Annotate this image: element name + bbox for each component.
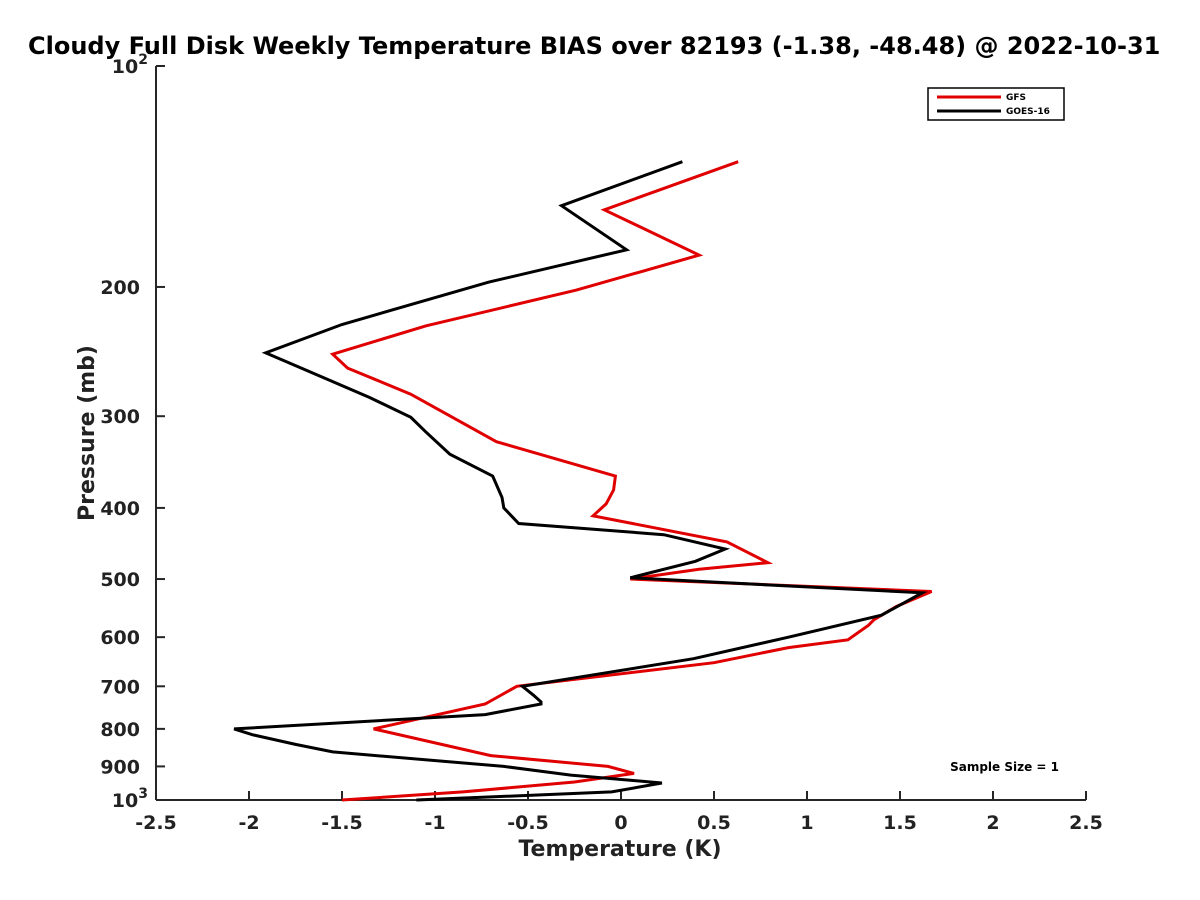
x-tick-label: 1.5 — [883, 812, 917, 834]
x-tick-label: -0.5 — [507, 812, 549, 834]
series-line-gfs — [329, 160, 933, 802]
y-tick-label: 103 — [112, 786, 148, 812]
y-tick-label: 200 — [100, 277, 140, 299]
series-lines — [233, 160, 933, 802]
y-tick-label: 102 — [112, 52, 148, 78]
x-tick-label: 0.5 — [697, 812, 731, 834]
y-tick-label: 300 — [100, 406, 140, 428]
x-tick-label: -1 — [424, 812, 445, 834]
y-axis-label: Pressure (mb) — [75, 345, 100, 521]
y-tick-exponent: 3 — [138, 786, 148, 802]
y-tick-label: 800 — [100, 719, 140, 741]
legend: GFS GOES-16 — [927, 87, 1065, 121]
legend-label: GOES-16 — [1006, 107, 1050, 117]
series-line-goes-16 — [233, 160, 928, 802]
x-tick-label: -2.5 — [135, 812, 177, 834]
legend-box — [927, 87, 1065, 121]
y-tick-label: 900 — [100, 756, 140, 778]
x-tick-label: 2 — [986, 812, 999, 834]
x-tick-label: 1 — [800, 812, 813, 834]
x-axis-ticks: -2.5 -2 -1.5 -1 -0.5 0 0.5 1 1.5 2 2.5 — [135, 791, 1103, 834]
legend-label: GFS — [1006, 93, 1026, 103]
y-tick-label: 400 — [100, 498, 140, 520]
plot-area — [155, 66, 1086, 801]
x-tick-label: -2 — [238, 812, 259, 834]
y-tick-exponent: 2 — [138, 52, 148, 68]
y-tick-label: 500 — [100, 569, 140, 591]
x-tick-label: -1.5 — [321, 812, 363, 834]
x-axis-label: Temperature (K) — [518, 837, 721, 862]
x-tick-label: 2.5 — [1069, 812, 1103, 834]
sample-size-note: Sample Size = 1 — [950, 760, 1059, 774]
x-tick-label: 0 — [614, 812, 627, 834]
chart-title: Cloudy Full Disk Weekly Temperature BIAS… — [28, 32, 1160, 60]
y-tick-label: 700 — [100, 676, 140, 698]
y-tick-base: 10 — [112, 56, 138, 78]
y-tick-label: 600 — [100, 627, 140, 649]
y-tick-base: 10 — [112, 790, 138, 812]
